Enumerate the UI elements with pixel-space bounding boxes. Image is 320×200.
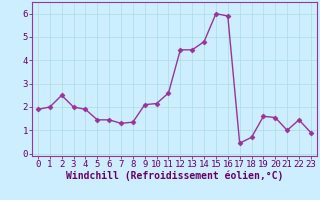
X-axis label: Windchill (Refroidissement éolien,°C): Windchill (Refroidissement éolien,°C) [66, 171, 283, 181]
